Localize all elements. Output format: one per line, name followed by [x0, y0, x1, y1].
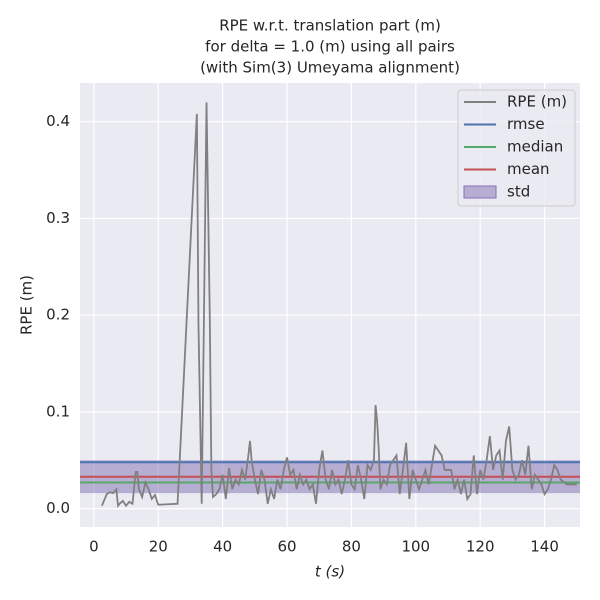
- y-tick-label: 0.4: [46, 112, 70, 130]
- x-tick-label: 80: [342, 538, 361, 556]
- legend-box: [457, 89, 576, 207]
- legend-label: RPE (m): [507, 93, 567, 111]
- x-tick-label: 20: [149, 538, 168, 556]
- legend-swatch: [463, 185, 497, 199]
- x-axis-label: t (s): [315, 563, 345, 581]
- x-tick-label: 120: [466, 538, 495, 556]
- chart-title: (with Sim(3) Umeyama alignment): [200, 59, 460, 77]
- chart-title: RPE w.r.t. translation part (m): [219, 17, 441, 35]
- data-line: [101, 102, 577, 508]
- legend-label: median: [507, 138, 563, 156]
- x-tick-label: 140: [530, 538, 559, 556]
- legend-label: std: [507, 183, 530, 201]
- x-tick-label: 100: [401, 538, 430, 556]
- y-tick-label: 0.1: [46, 402, 70, 420]
- x-tick-label: 0: [89, 538, 99, 556]
- x-tick-label: 60: [277, 538, 296, 556]
- y-tick-label: 0.2: [46, 306, 70, 324]
- y-tick-label: 0.0: [46, 499, 70, 517]
- legend-label: rmse: [507, 115, 545, 133]
- chart-title: for delta = 1.0 (m) using all pairs: [205, 38, 455, 56]
- y-axis-label: RPE (m): [18, 275, 36, 335]
- legend-label: mean: [507, 160, 550, 178]
- y-tick-label: 0.3: [46, 209, 70, 227]
- x-tick-label: 40: [213, 538, 232, 556]
